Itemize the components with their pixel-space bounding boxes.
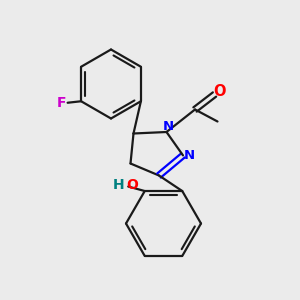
Text: N: N <box>184 149 195 162</box>
Text: N: N <box>162 120 174 133</box>
Text: F: F <box>56 96 66 110</box>
Text: O: O <box>126 178 138 192</box>
Text: H: H <box>113 178 124 192</box>
Text: O: O <box>214 84 226 99</box>
